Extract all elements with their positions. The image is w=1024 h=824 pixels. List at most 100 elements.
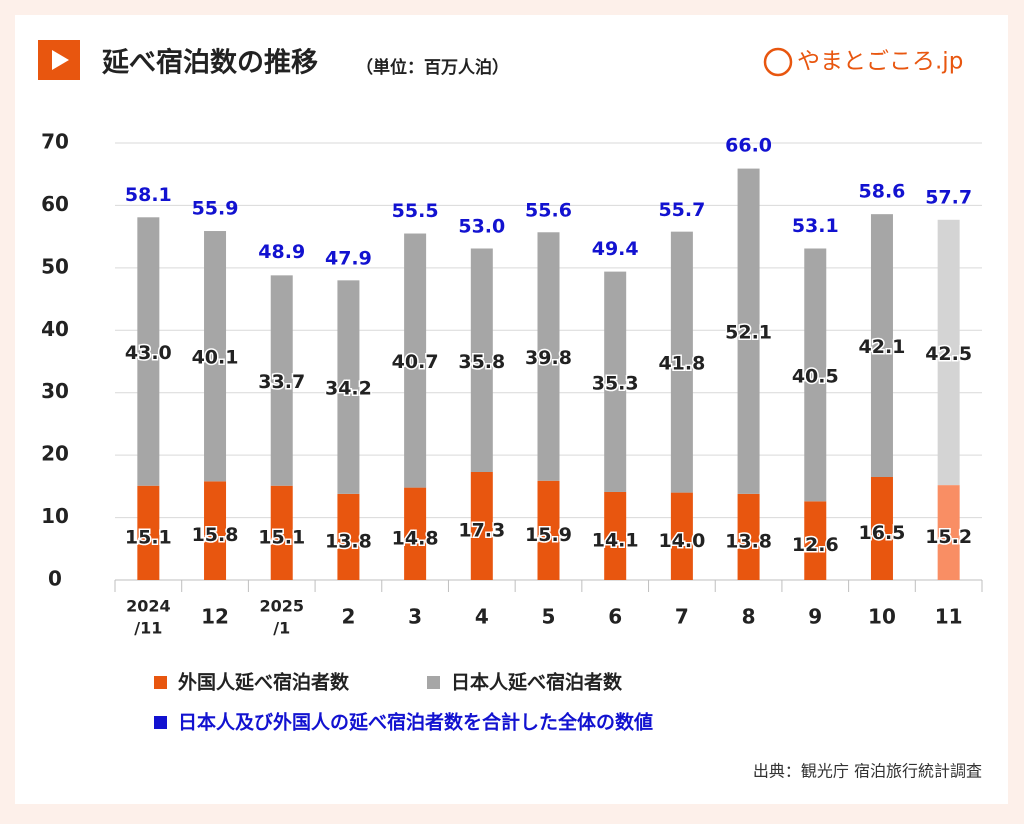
x-tick-label: 10 (868, 605, 896, 629)
bar-segment (870, 476, 893, 580)
bar-segment (137, 485, 160, 580)
data-label: 39.8 (525, 347, 572, 369)
x-tick-label: 3 (408, 605, 422, 629)
data-label: 33.7 (258, 371, 305, 393)
data-label: 42.5 (925, 343, 972, 365)
bar-segment (470, 248, 493, 472)
x-tick-label: 12 (201, 605, 229, 629)
bar-segment (137, 217, 160, 486)
source: 出典：観光庁 宿泊旅行統計調査 (753, 762, 982, 781)
x-tick-label: 5 (542, 605, 556, 629)
chart-title: 延べ宿泊数の推移 (101, 47, 318, 79)
bar-segment (804, 248, 827, 502)
data-label: 35.8 (458, 351, 505, 373)
total-label: 53.0 (458, 216, 505, 238)
data-label: 43.0 (125, 342, 172, 364)
bar-segment (737, 168, 760, 494)
x-tick-label: 11 (935, 605, 963, 629)
data-label: 34.2 (325, 378, 372, 400)
data-label: 15.1 (125, 526, 172, 548)
data-label: 13.8 (725, 530, 772, 552)
total-label: 58.6 (859, 181, 906, 203)
x-tick-label: 2 (341, 605, 355, 629)
x-tick-label: /1 (273, 619, 290, 638)
logo-icon (763, 47, 793, 77)
y-tick-label: 60 (41, 192, 69, 216)
bar-segment (870, 214, 893, 477)
data-label: 52.1 (725, 322, 772, 344)
bar-segment (937, 219, 960, 486)
data-label: 40.5 (792, 365, 839, 387)
total-label: 55.7 (658, 199, 705, 221)
bar-segment (470, 471, 493, 580)
x-tick-label: 7 (675, 605, 689, 629)
bar-segment (937, 485, 960, 580)
bar-segment (204, 231, 227, 482)
y-tick-label: 50 (41, 254, 69, 278)
x-tick-label: 4 (475, 605, 489, 629)
data-label: 17.3 (458, 519, 505, 541)
bar-segment (537, 480, 560, 580)
bar-segment (337, 493, 360, 580)
data-label: 15.1 (258, 526, 305, 548)
bar-segment (270, 485, 293, 580)
data-label: 15.9 (525, 524, 572, 546)
y-tick-label: 30 (41, 379, 69, 403)
legend-label: 日本人及び外国人の延べ宿泊者数を合計した全体の数値 (178, 711, 653, 734)
data-label: 14.1 (592, 529, 639, 551)
bar-segment (804, 501, 827, 580)
total-label: 55.5 (392, 200, 439, 222)
title-icon-arrow (52, 50, 69, 70)
total-label: 53.1 (792, 215, 839, 237)
total-label: 47.9 (325, 247, 372, 269)
card (15, 15, 1008, 804)
chart-subtitle: （単位：百万人泊） (356, 57, 509, 78)
bar-segment (204, 481, 227, 580)
x-tick-label: 8 (742, 605, 756, 629)
bar-segment (337, 280, 360, 494)
bar-segment (404, 233, 427, 488)
y-tick-label: 70 (41, 130, 69, 154)
data-label: 13.8 (325, 530, 372, 552)
data-label: 14.8 (392, 527, 439, 549)
data-label: 40.7 (392, 351, 439, 373)
data-label: 41.8 (658, 353, 705, 375)
data-label: 16.5 (859, 522, 906, 544)
x-tick-label: 9 (808, 605, 822, 629)
bar-segment (737, 493, 760, 580)
total-label: 49.4 (592, 238, 639, 260)
bar-segment (604, 491, 627, 580)
legend-swatch (154, 716, 167, 729)
data-label: 40.1 (192, 347, 239, 369)
logo: やまとごころ.jp (797, 49, 963, 75)
data-label: 35.3 (592, 372, 639, 394)
bar-segment (404, 487, 427, 580)
x-tick-label: 6 (608, 605, 622, 629)
bar-segment (670, 492, 693, 580)
bar-segment (604, 271, 627, 492)
total-label: 57.7 (925, 186, 972, 208)
legend-label: 外国人延べ宿泊者数 (178, 671, 350, 694)
bar-segment (270, 275, 293, 486)
total-label: 55.9 (192, 198, 239, 220)
bar-segment (670, 231, 693, 493)
x-tick-label: 2025 (259, 597, 304, 616)
total-label: 48.9 (258, 241, 305, 263)
x-tick-label: 2024 (126, 597, 171, 616)
y-tick-label: 20 (41, 442, 69, 466)
bar-segment (537, 232, 560, 481)
total-label: 55.6 (525, 199, 572, 221)
y-tick-label: 10 (41, 504, 69, 528)
total-label: 58.1 (125, 184, 172, 206)
legend-swatch (427, 676, 440, 689)
legend-label: 日本人延べ宿泊者数 (451, 671, 623, 694)
data-label: 42.1 (859, 336, 906, 358)
data-label: 14.0 (658, 530, 705, 552)
x-tick-label: /11 (134, 619, 162, 638)
data-label: 15.2 (925, 526, 972, 548)
y-tick-label: 40 (41, 317, 69, 341)
legend-swatch (154, 676, 167, 689)
total-label: 66.0 (725, 134, 772, 156)
data-label: 15.8 (192, 524, 239, 546)
